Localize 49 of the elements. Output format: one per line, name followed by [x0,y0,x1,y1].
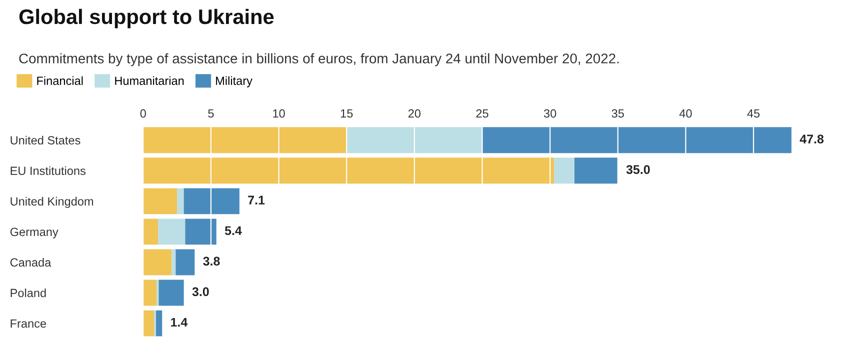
y-tick-label: United States [10,136,80,144]
bar [176,249,195,276]
x-tick-label: 40 [679,109,692,118]
x-tick-label: 25 [476,109,488,118]
chart-subtitle: Commitments by type of assistance in billions of euros, from January 24 until November 20, 2022. [19,53,619,66]
bar [554,158,574,184]
bar [346,127,482,154]
bar [143,310,154,336]
bar [154,310,156,336]
y-tick-label: Poland [10,288,46,298]
bar [143,280,157,306]
bar [143,127,347,154]
y-tick-label: Canada [10,258,52,267]
bar [158,218,186,245]
x-tick-label: 35 [612,109,624,118]
x-tick-label: 5 [208,109,214,118]
bar [172,249,176,276]
x-tick-label: 15 [340,109,353,118]
total-label: 5.4 [224,226,242,236]
y-tick-label: Germany [10,228,58,238]
bar [184,188,240,214]
bar [156,310,162,336]
total-label: 3.8 [203,256,220,266]
legend-label: Humanitarian [115,76,184,85]
bar [143,188,178,214]
x-tick-label: 20 [408,109,421,118]
total-label: 47.8 [800,134,824,144]
bar [185,218,216,245]
bar [143,218,158,245]
bar [574,158,618,184]
total-label: 3.0 [192,287,209,296]
x-tick-label: 10 [273,109,285,118]
bar [158,280,184,306]
total-label: 35.0 [626,165,650,174]
legend-label: Financial [37,76,83,85]
bar [482,127,792,154]
legend-label: Military [216,76,252,88]
y-tick-label: EU Institutions [10,166,86,176]
bar [143,249,172,276]
bar [143,158,554,184]
y-tick-label: France [10,319,46,328]
total-label: 1.4 [171,318,188,327]
bar [177,188,184,214]
y-tick-label: United Kingdom [10,196,94,208]
chart-title: Global support to Ukraine [19,8,274,28]
total-label: 7.1 [248,196,265,204]
x-tick-label: 45 [747,109,760,118]
x-tick-label: 0 [140,109,146,118]
x-tick-label: 30 [544,109,556,118]
